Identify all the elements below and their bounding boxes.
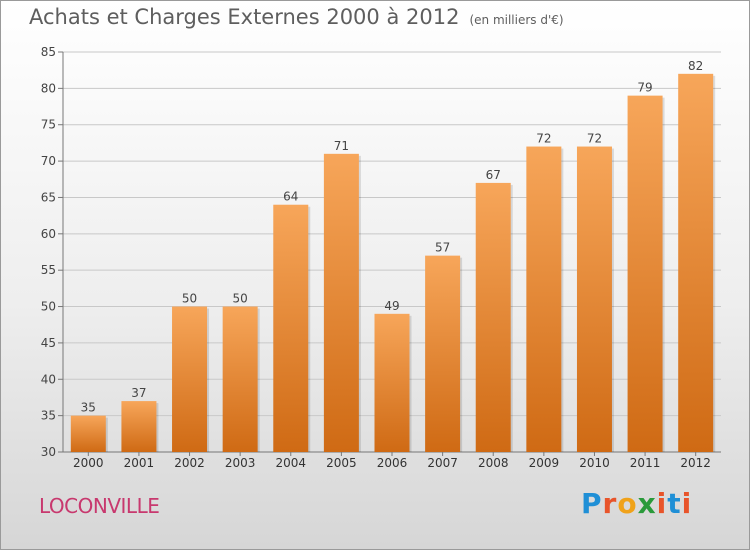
data-label: 37 bbox=[131, 386, 146, 400]
bar bbox=[526, 146, 562, 452]
data-label: 71 bbox=[334, 139, 349, 153]
bar bbox=[222, 306, 258, 452]
title-unit: (en milliers d'€) bbox=[469, 13, 564, 27]
logo-letter: P bbox=[581, 487, 603, 520]
x-tick-label: 2000 bbox=[73, 456, 104, 470]
bar bbox=[273, 204, 309, 452]
y-tick-label: 80 bbox=[41, 81, 56, 95]
y-tick-label: 65 bbox=[41, 190, 56, 204]
y-tick-label: 70 bbox=[41, 154, 56, 168]
x-tick-label: 2001 bbox=[124, 456, 155, 470]
logo-letter: x bbox=[637, 487, 657, 520]
bar bbox=[121, 401, 157, 452]
y-tick-label: 55 bbox=[41, 263, 56, 277]
logo-letter: r bbox=[602, 487, 618, 520]
data-label: 49 bbox=[384, 299, 399, 313]
bar bbox=[678, 73, 714, 453]
logo-letter: t bbox=[667, 487, 682, 520]
x-tick-label: 2008 bbox=[478, 456, 509, 470]
y-tick-label: 35 bbox=[41, 409, 56, 423]
proxiti-logo: Proxiti bbox=[581, 487, 692, 520]
bar bbox=[323, 153, 359, 452]
data-label: 67 bbox=[486, 168, 501, 182]
x-tick-label: 2007 bbox=[427, 456, 458, 470]
bar bbox=[475, 182, 511, 452]
data-label: 82 bbox=[688, 59, 703, 73]
data-label: 35 bbox=[81, 401, 96, 415]
data-label: 50 bbox=[182, 292, 197, 306]
data-label: 79 bbox=[637, 81, 652, 95]
data-label: 64 bbox=[283, 190, 298, 204]
logo-letter: i bbox=[656, 487, 668, 520]
bar bbox=[425, 255, 461, 452]
x-tick-label: 2011 bbox=[630, 456, 661, 470]
logo-letter: i bbox=[681, 487, 693, 520]
y-tick-label: 40 bbox=[41, 372, 56, 386]
y-tick-label: 60 bbox=[41, 227, 56, 241]
y-tick-label: 75 bbox=[41, 118, 56, 132]
title-text: Achats et Charges Externes 2000 à 2012 bbox=[29, 5, 460, 29]
bar bbox=[70, 415, 106, 452]
chart-title: Achats et Charges Externes 2000 à 2012 (e… bbox=[29, 5, 564, 29]
bar bbox=[576, 146, 612, 452]
x-tick-label: 2009 bbox=[529, 456, 560, 470]
logo-letter: o bbox=[617, 487, 638, 520]
y-tick-label: 85 bbox=[41, 45, 56, 59]
x-tick-label: 2006 bbox=[377, 456, 408, 470]
x-tick-label: 2004 bbox=[275, 456, 306, 470]
y-tick-label: 50 bbox=[41, 300, 56, 314]
x-tick-label: 2003 bbox=[225, 456, 256, 470]
bar bbox=[374, 313, 410, 452]
y-tick-label: 30 bbox=[41, 445, 56, 459]
city-name: LOCONVILLE bbox=[39, 494, 160, 518]
y-tick-label: 45 bbox=[41, 336, 56, 350]
data-label: 57 bbox=[435, 241, 450, 255]
data-label: 72 bbox=[536, 132, 551, 146]
x-tick-label: 2012 bbox=[680, 456, 711, 470]
x-tick-label: 2002 bbox=[174, 456, 205, 470]
x-tick-label: 2010 bbox=[579, 456, 610, 470]
bar bbox=[627, 95, 663, 453]
data-label: 50 bbox=[233, 292, 248, 306]
x-tick-label: 2005 bbox=[326, 456, 357, 470]
bar bbox=[172, 306, 208, 452]
data-label: 72 bbox=[587, 132, 602, 146]
